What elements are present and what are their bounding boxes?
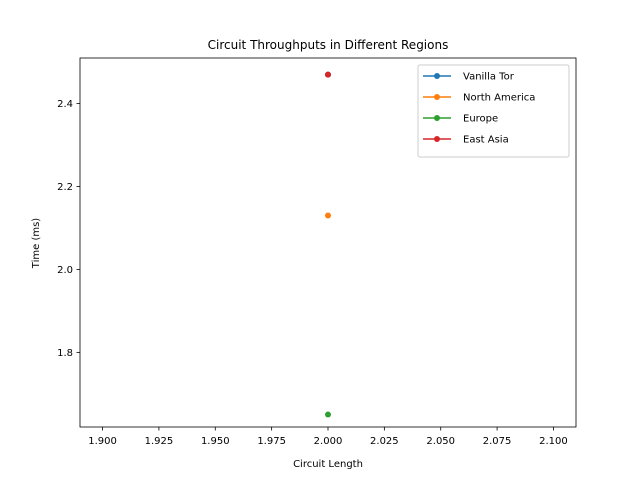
legend-label: North America	[463, 93, 535, 104]
legend-marker	[434, 94, 440, 100]
x-tick-label: 1.975	[257, 436, 286, 447]
y-tick-label: 2.0	[57, 265, 73, 276]
legend: Vanilla Tor North America Europe East Asia	[417, 64, 570, 158]
x-axis-ticks: 1.900 1.925 1.950 1.975 2.000 2.025 2.050 2.075…	[88, 427, 568, 447]
y-tick-label: 1.8	[57, 348, 73, 359]
y-tick-label: 2.2	[57, 182, 73, 193]
x-tick-label: 1.950	[201, 436, 230, 447]
y-axis-label: Time (ms)	[31, 218, 42, 270]
y-tick-label: 2.4	[57, 99, 73, 110]
legend-entry: Europe	[423, 114, 498, 125]
x-tick-label: 2.025	[370, 436, 399, 447]
series-north-america	[325, 212, 331, 219]
legend-entry: East Asia	[423, 135, 509, 146]
legend-entry: North America	[423, 93, 535, 104]
x-tick-label: 2.100	[539, 436, 568, 447]
legend-marker	[434, 136, 440, 142]
legend-marker	[434, 115, 440, 121]
x-tick-label: 2.075	[483, 436, 512, 447]
series-europe	[325, 411, 331, 418]
y-axis-ticks: 1.8 2.0 2.2 2.4	[57, 99, 80, 359]
data-point	[325, 212, 331, 219]
data-point	[325, 411, 331, 418]
x-tick-label: 1.900	[88, 436, 117, 447]
x-tick-label: 2.000	[314, 436, 343, 447]
legend-label: Europe	[463, 114, 498, 125]
x-tick-label: 2.050	[426, 436, 455, 447]
data-point	[325, 71, 331, 78]
legend-marker	[434, 73, 440, 79]
chart-title: Circuit Throughputs in Different Regions	[208, 38, 449, 52]
series-layer	[325, 71, 331, 418]
legend-entry: Vanilla Tor	[423, 72, 515, 83]
legend-box	[417, 64, 570, 158]
legend-label: East Asia	[463, 135, 509, 146]
legend-label: Vanilla Tor	[463, 72, 515, 83]
x-tick-label: 1.925	[145, 436, 174, 447]
series-east-asia	[325, 71, 331, 78]
x-axis-label: Circuit Length	[293, 459, 363, 470]
